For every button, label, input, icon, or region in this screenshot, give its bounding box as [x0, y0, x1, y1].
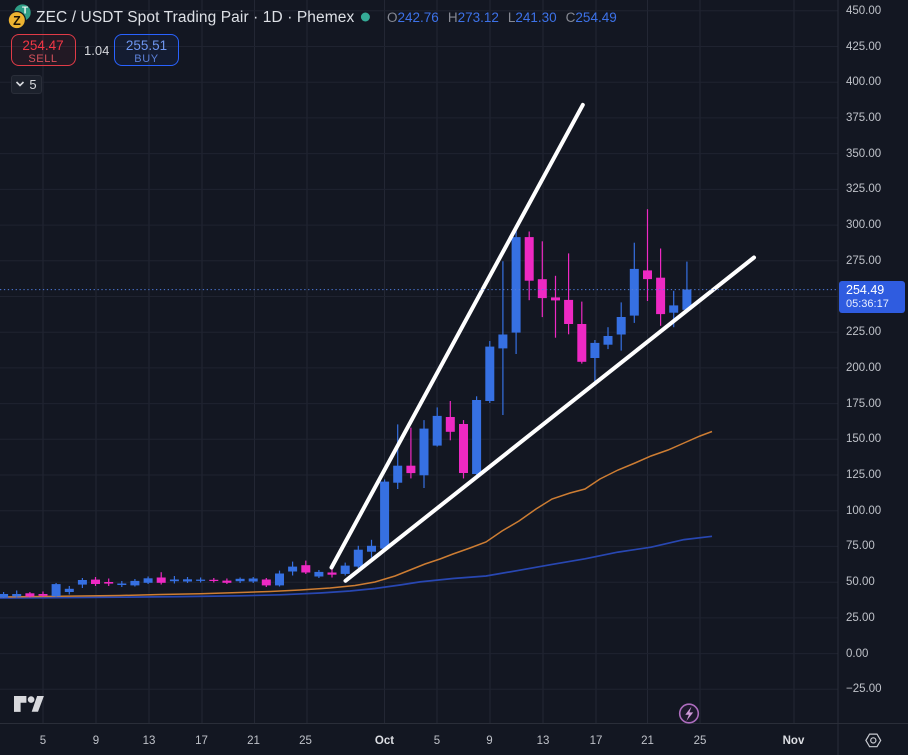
svg-text:T: T: [22, 6, 28, 17]
svg-text:Z: Z: [13, 14, 21, 28]
